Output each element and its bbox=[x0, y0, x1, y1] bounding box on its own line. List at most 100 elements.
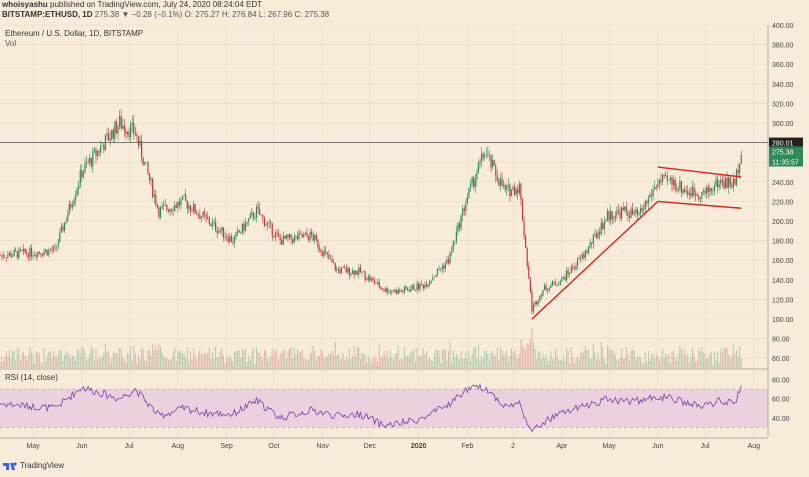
volume-bar bbox=[233, 351, 235, 368]
volume-bar bbox=[419, 355, 421, 368]
candle-body bbox=[504, 185, 506, 190]
candle-body bbox=[166, 205, 168, 210]
author-name[interactable]: whoisyashu bbox=[2, 0, 48, 9]
volume-bar bbox=[385, 355, 387, 368]
volume-bar bbox=[93, 360, 95, 368]
volume-bar bbox=[427, 359, 429, 368]
volume-bar bbox=[575, 358, 577, 368]
volume-bar bbox=[13, 350, 15, 368]
volume-bar bbox=[555, 348, 557, 368]
volume-bar bbox=[169, 360, 171, 368]
trendline[interactable] bbox=[657, 166, 742, 178]
candle-body bbox=[161, 206, 163, 208]
volume-bar bbox=[207, 352, 209, 368]
candle-body bbox=[287, 234, 289, 238]
x-tick-label: Jul bbox=[125, 443, 134, 450]
volume-bar bbox=[632, 349, 634, 368]
volume-bar bbox=[76, 349, 78, 368]
candle-body bbox=[542, 289, 544, 297]
candle-body bbox=[616, 210, 618, 216]
candle-body bbox=[509, 184, 511, 197]
candle-body bbox=[336, 268, 338, 271]
volume-bar bbox=[348, 348, 350, 368]
candle-body bbox=[293, 236, 295, 243]
volume-bar bbox=[696, 360, 698, 368]
candle-body bbox=[696, 194, 698, 196]
volume-bar bbox=[26, 359, 28, 368]
volume-bar bbox=[60, 349, 62, 368]
volume-bar bbox=[8, 348, 10, 368]
candle-body bbox=[306, 232, 308, 237]
candle-body bbox=[558, 284, 560, 286]
volume-bar bbox=[224, 363, 226, 368]
svg-text:275.38: 275.38 bbox=[772, 150, 794, 157]
candle-body bbox=[303, 234, 305, 238]
volume-bar bbox=[599, 360, 601, 368]
candle-body bbox=[570, 266, 572, 274]
volume-bar bbox=[514, 350, 516, 368]
candle-body bbox=[21, 250, 23, 251]
tradingview-branding[interactable]: TradingView bbox=[3, 461, 64, 470]
volume-bar bbox=[364, 354, 366, 368]
candle-body bbox=[200, 216, 203, 219]
candle-body bbox=[518, 183, 520, 194]
candle-body bbox=[378, 282, 380, 288]
candle-body bbox=[484, 156, 486, 158]
candle-body bbox=[521, 199, 524, 221]
trendline[interactable] bbox=[657, 200, 742, 209]
volume-bar bbox=[194, 354, 196, 368]
candle-body bbox=[89, 158, 91, 163]
volume-bar bbox=[496, 348, 498, 368]
volume-bar bbox=[147, 350, 149, 368]
volume-bar bbox=[284, 350, 286, 368]
candle-body bbox=[430, 280, 432, 282]
candle-body bbox=[144, 161, 146, 166]
volume-bar bbox=[509, 355, 511, 368]
candle-body bbox=[641, 208, 643, 211]
candle-body bbox=[679, 181, 681, 189]
candle-body bbox=[109, 138, 111, 141]
volume-bar bbox=[490, 353, 492, 368]
candle-body bbox=[92, 151, 94, 167]
candle-body bbox=[30, 247, 33, 257]
candle-body bbox=[440, 269, 442, 270]
volume-bar bbox=[131, 360, 133, 368]
candle-body bbox=[45, 249, 47, 252]
volume-bar bbox=[457, 355, 459, 368]
volume-bar bbox=[18, 348, 20, 368]
volume-bar bbox=[204, 352, 206, 368]
volume-bar bbox=[213, 358, 215, 368]
volume-bar bbox=[476, 358, 478, 368]
volume-bar bbox=[276, 350, 278, 368]
candle-body bbox=[695, 194, 697, 196]
volume-bar bbox=[545, 354, 547, 368]
volume-bar bbox=[229, 355, 231, 368]
candle-body bbox=[562, 277, 565, 278]
candle-body bbox=[107, 133, 110, 141]
price-axis-label: 11:35:57 bbox=[769, 156, 803, 167]
candle-body bbox=[712, 190, 714, 192]
candle-body bbox=[194, 204, 196, 214]
volume-bar bbox=[64, 354, 66, 368]
candle-body bbox=[0, 255, 1, 256]
candle-body bbox=[647, 197, 649, 204]
candle-body bbox=[222, 227, 225, 238]
candle-body bbox=[82, 172, 85, 178]
volume-bar bbox=[547, 360, 549, 368]
candle-body bbox=[458, 223, 461, 229]
x-tick-label: Nov bbox=[316, 443, 329, 450]
volume-bar bbox=[581, 353, 583, 368]
volume-bar bbox=[567, 350, 569, 368]
volume-bar bbox=[92, 348, 94, 368]
candle-body bbox=[503, 185, 505, 187]
volume-bar bbox=[411, 352, 413, 368]
candle-body bbox=[285, 234, 288, 239]
volume-bar bbox=[185, 357, 187, 368]
candle-body bbox=[32, 255, 34, 257]
volume-bar bbox=[68, 353, 70, 368]
volume-bar bbox=[34, 363, 36, 368]
volume-bar bbox=[344, 360, 346, 368]
trendline[interactable] bbox=[531, 200, 659, 320]
volume-bar bbox=[400, 358, 402, 368]
